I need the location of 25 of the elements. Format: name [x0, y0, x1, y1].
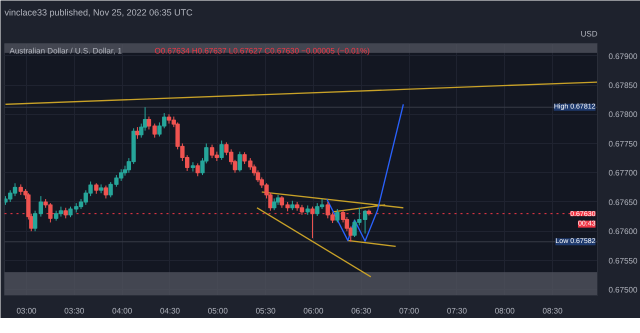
y-tick-label: 0.67600 — [608, 227, 638, 236]
y-tick-label: 0.67550 — [608, 256, 638, 266]
y-axis-title: USD — [580, 30, 598, 38]
x-tick-label: 07:30 — [446, 306, 468, 316]
x-tick-label: 08:00 — [494, 306, 516, 316]
x-tick-label: 03:30 — [64, 306, 85, 316]
chart-title: vinclace33 published, Nov 25, 2022 06:35 UTC — [4, 8, 194, 18]
x-tick-label: 04:00 — [112, 306, 133, 316]
x-tick-label: 08:30 — [542, 306, 564, 316]
chart-subtitle: Australian Dollar / U.S. Dollar, 1 — [10, 46, 123, 56]
x-tick-label: 06:00 — [303, 306, 324, 316]
x-tick-label: 03:00 — [16, 306, 38, 316]
x-tick-label: 04:30 — [160, 306, 181, 316]
x-tick-label: 06:30 — [351, 306, 372, 316]
y-tick-label: 0.67650 — [608, 198, 638, 207]
x-tick-label: 05:30 — [256, 306, 276, 316]
y-tick-label: 0.67850 — [608, 81, 638, 90]
y-tick-label: 0.67750 — [608, 139, 638, 148]
y-tick-label: 0.67900 — [608, 52, 638, 61]
x-tick-label: 07:00 — [399, 306, 420, 316]
annotation: O0.67634 H0.67637 L0.67627 C0.67630 −0.00005 (−0.01%) — [154, 46, 370, 56]
y-tick-label: 0.67500 — [608, 286, 638, 295]
x-tick-label: 05:00 — [208, 306, 228, 316]
y-tick-label: 0.67700 — [608, 168, 638, 178]
y-tick-label: 0.67800 — [608, 110, 638, 120]
